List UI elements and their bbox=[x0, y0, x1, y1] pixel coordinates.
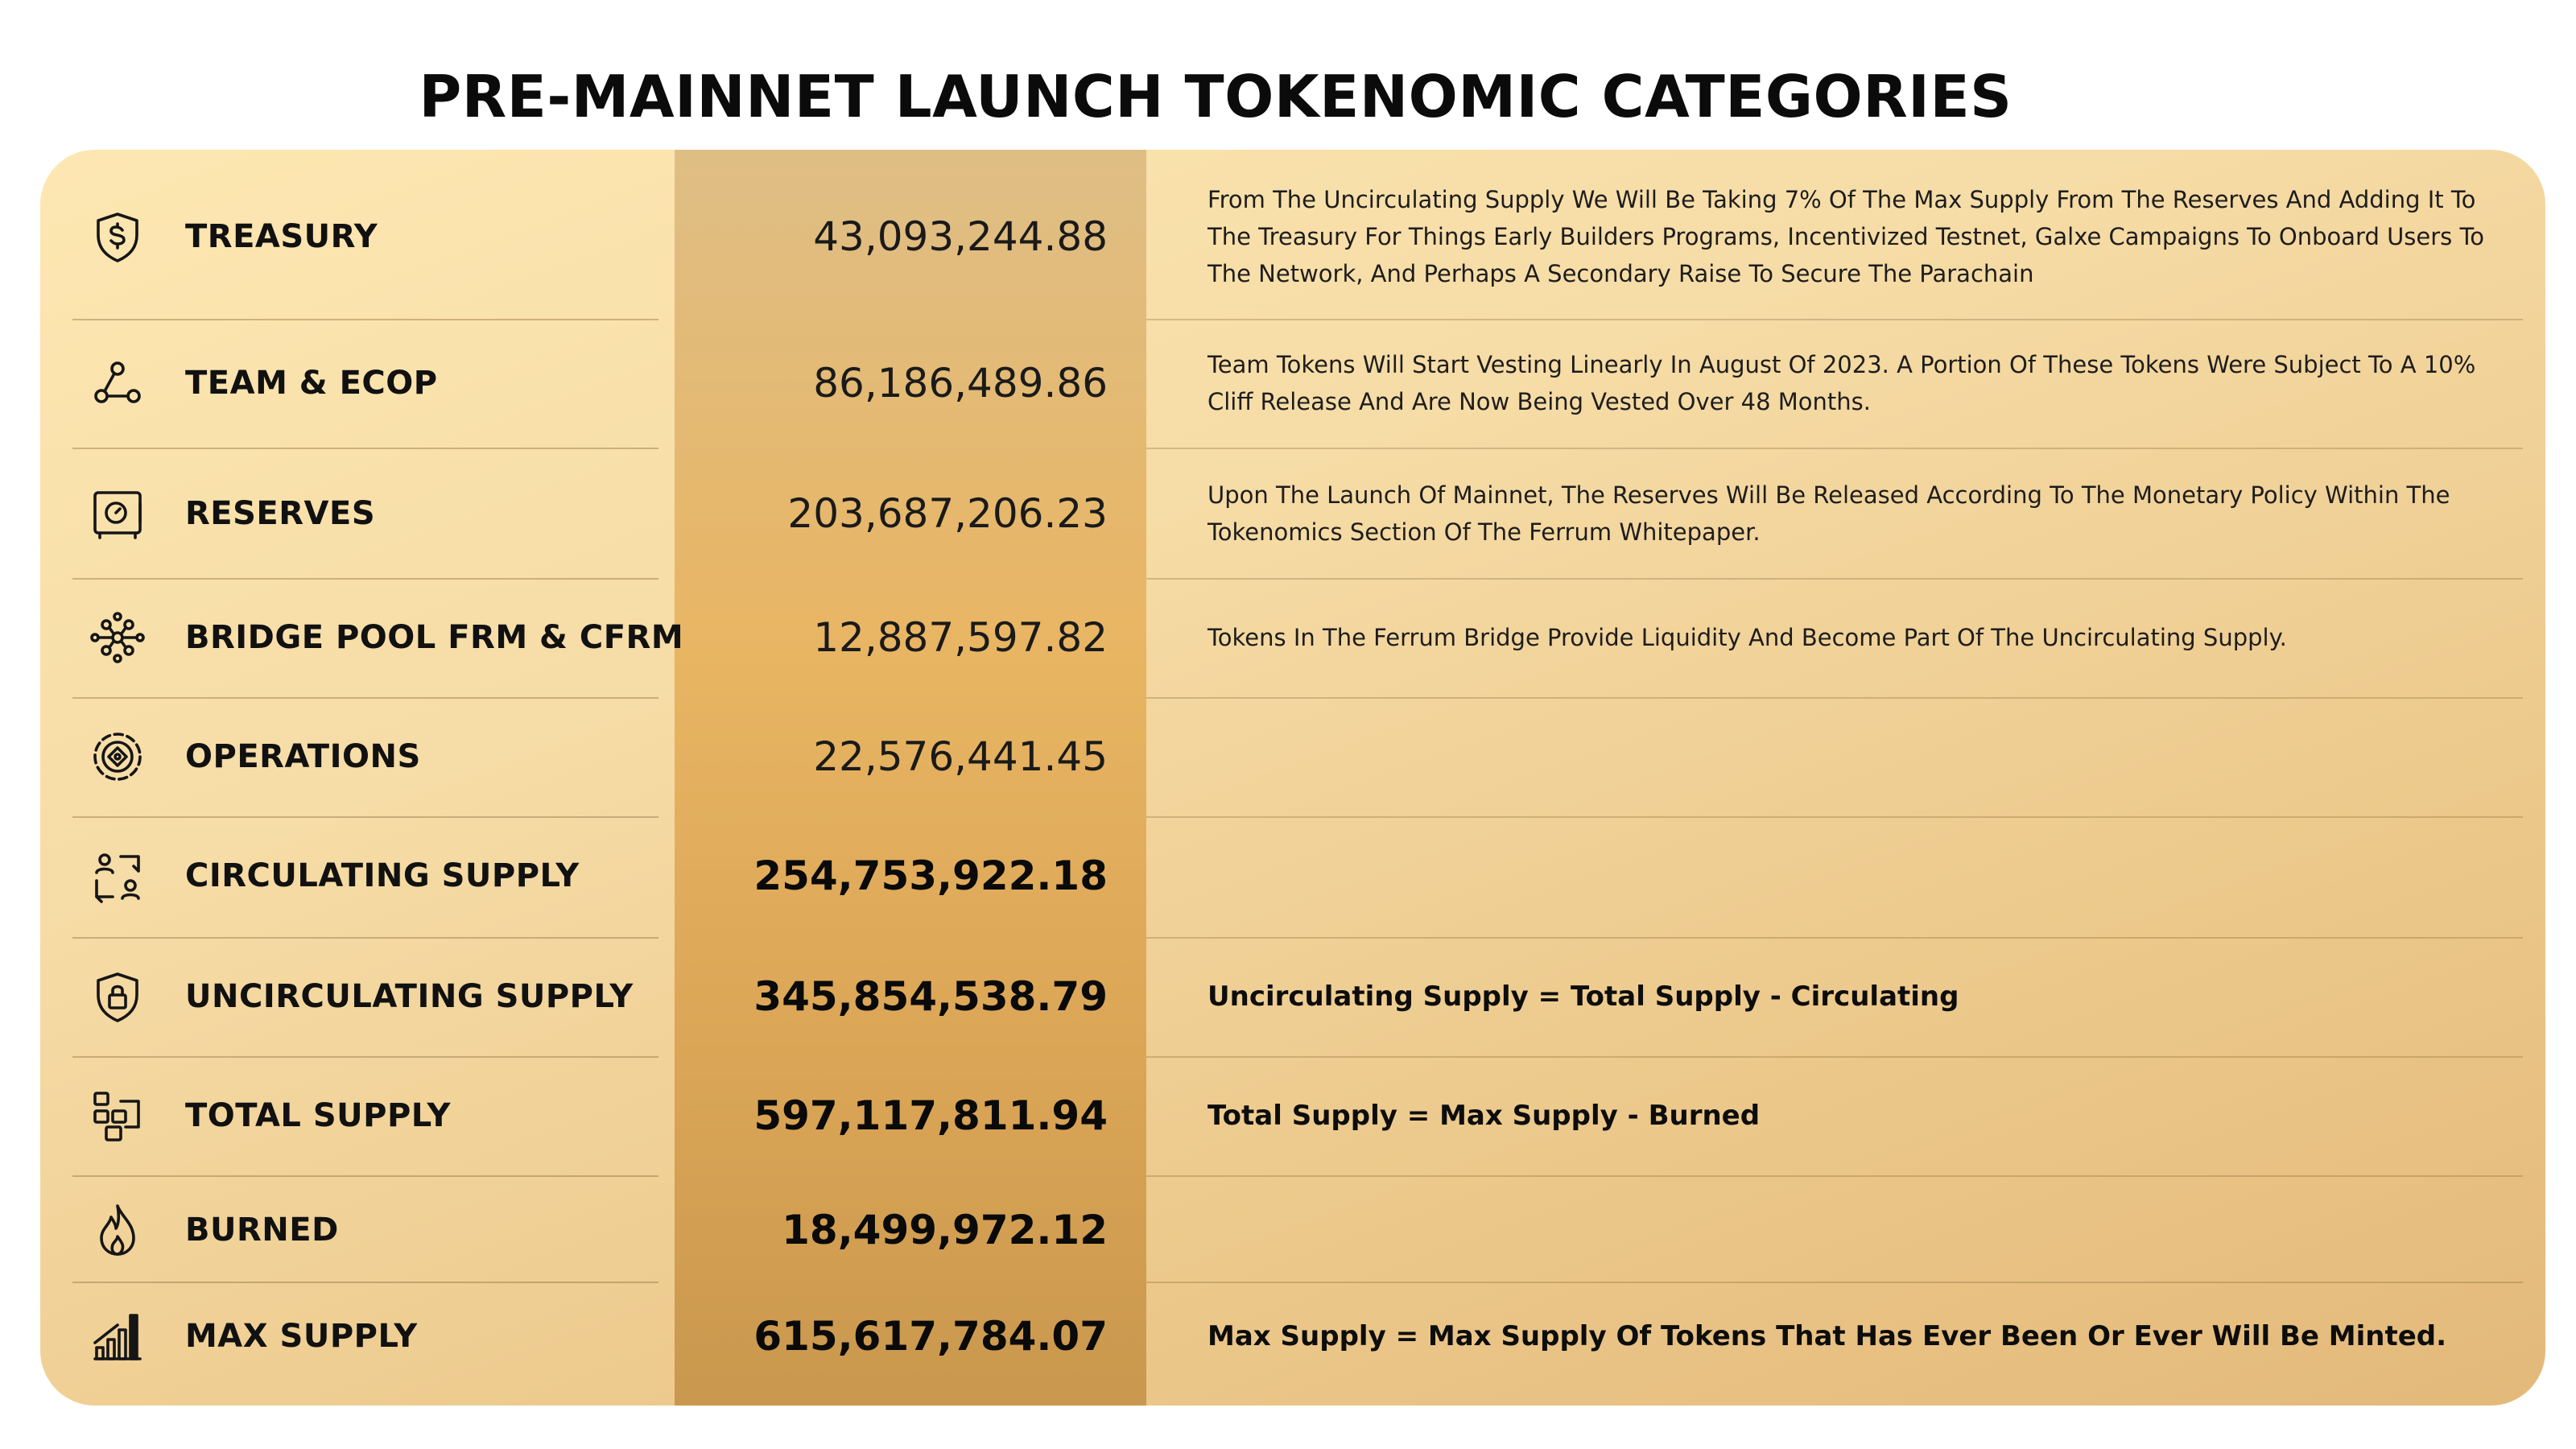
category-value: 12,887,597.82 bbox=[813, 614, 1108, 661]
row-divider bbox=[1146, 1056, 2523, 1058]
category-value: 254,753,922.18 bbox=[753, 852, 1108, 899]
row-divider bbox=[1146, 816, 2523, 818]
category-label: CIRCULATING SUPPLY bbox=[185, 857, 580, 894]
category-label: BURNED bbox=[185, 1212, 339, 1249]
category-value: 22,576,441.45 bbox=[813, 733, 1108, 780]
row-divider bbox=[72, 816, 658, 818]
category-label: BRIDGE POOL FRM & CFRM bbox=[185, 619, 684, 656]
category-label: TREASURY bbox=[185, 218, 378, 255]
category-value: 203,687,206.23 bbox=[787, 490, 1108, 537]
row-divider bbox=[1146, 1175, 2523, 1177]
operations-target-icon bbox=[89, 728, 147, 786]
category-value: 86,186,489.86 bbox=[813, 360, 1108, 407]
category-description: Team Tokens Will Start Vesting Linearly … bbox=[1208, 351, 2476, 415]
row-divider bbox=[1146, 578, 2523, 580]
safe-icon bbox=[89, 485, 147, 543]
page-title: PRE-MAINNET LAUNCH TOKENOMIC CATEGORIES bbox=[419, 63, 2013, 130]
row-divider bbox=[72, 319, 658, 320]
network-nodes-icon bbox=[89, 354, 147, 412]
row-divider bbox=[1146, 697, 2523, 699]
row-divider bbox=[72, 1175, 658, 1177]
blocks-stack-icon bbox=[89, 1087, 147, 1145]
category-label: TOTAL SUPPLY bbox=[185, 1097, 451, 1134]
category-description: Upon The Launch Of Mainnet, The Reserves… bbox=[1208, 481, 2450, 546]
row-divider bbox=[72, 1282, 658, 1283]
bar-chart-icon bbox=[89, 1307, 147, 1365]
category-label: UNCIRCULATING SUPPLY bbox=[185, 978, 634, 1015]
tokenomics-table: TREASURY 43,093,244.88 From The Uncirculat… bbox=[40, 150, 2545, 1406]
category-label: OPERATIONS bbox=[185, 738, 421, 775]
shield-lock-icon bbox=[89, 968, 147, 1026]
values-column-background bbox=[675, 150, 1146, 1406]
category-label: TEAM & ECOP bbox=[185, 365, 438, 402]
row-divider bbox=[1146, 937, 2523, 939]
category-value: 43,093,244.88 bbox=[813, 213, 1108, 260]
category-description: Tokens In The Ferrum Bridge Provide Liqu… bbox=[1208, 624, 2287, 651]
category-description: Max Supply = Max Supply Of Tokens That H… bbox=[1208, 1320, 2447, 1352]
shield-dollar-icon bbox=[89, 208, 147, 266]
category-description: From The Uncirculating Supply We Will Be… bbox=[1208, 186, 2485, 287]
row-divider bbox=[72, 937, 658, 939]
row-divider bbox=[72, 578, 658, 580]
row-divider bbox=[1146, 319, 2523, 320]
row-divider bbox=[72, 448, 658, 449]
flame-icon bbox=[89, 1201, 147, 1259]
row-divider bbox=[1146, 448, 2523, 449]
category-value: 615,617,784.07 bbox=[753, 1313, 1108, 1360]
category-value: 597,117,811.94 bbox=[753, 1092, 1108, 1139]
users-circulating-icon bbox=[89, 847, 147, 905]
category-value: 345,854,538.79 bbox=[753, 973, 1108, 1020]
category-value: 18,499,972.12 bbox=[782, 1207, 1108, 1253]
category-label: MAX SUPPLY bbox=[185, 1318, 418, 1355]
category-description: Uncirculating Supply = Total Supply - Ci… bbox=[1208, 980, 1959, 1013]
row-divider bbox=[72, 1056, 658, 1058]
row-divider bbox=[72, 697, 658, 699]
row-divider bbox=[1146, 1282, 2523, 1283]
category-label: RESERVES bbox=[185, 495, 376, 532]
molecule-icon bbox=[89, 609, 147, 667]
category-description: Total Supply = Max Supply - Burned bbox=[1208, 1100, 1761, 1132]
